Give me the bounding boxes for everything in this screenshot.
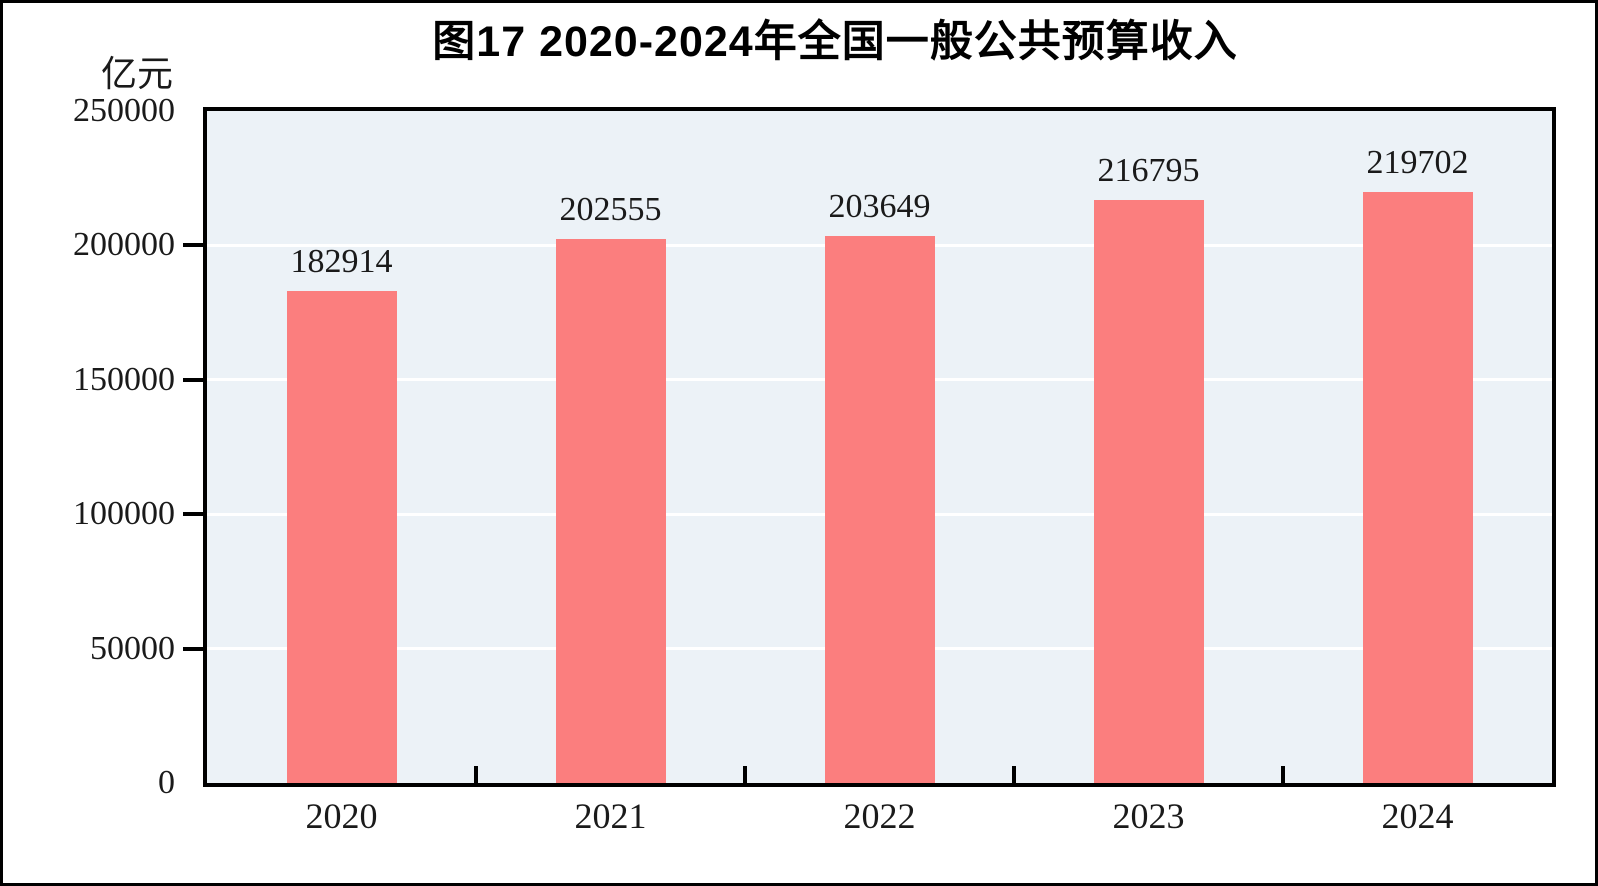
chart-title: 图17 2020-2024年全国一般公共预算收入 [432,18,1238,66]
y-axis-tick [183,377,205,382]
plot-inner: 182914 202555 203649 216795 219702 [207,111,1552,783]
y-axis-tick-label: 250000 [73,92,175,129]
x-axis-tick-label: 2021 [574,796,647,836]
x-axis-tick [743,766,747,783]
y-axis-tick [183,646,205,651]
x-axis-tick-label: 2020 [305,796,378,836]
x-axis-tick [474,766,478,783]
x-axis-tick-label: 2024 [1381,796,1454,836]
x-axis-tick [1012,766,1016,783]
y-axis-tick [183,243,205,248]
y-axis-tick-label: 100000 [73,495,175,533]
bar-value-label: 216795 [1097,152,1200,190]
bar [286,291,397,783]
bar [824,235,935,783]
bar-value-label: 219702 [1366,144,1469,182]
y-axis-tick-label: 150000 [73,360,175,398]
bar [1093,200,1204,783]
x-axis-labels: 2020 2021 2022 2023 2024 [207,796,1552,847]
y-axis-unit-label: 亿元 [100,53,173,94]
bar-value-label: 202555 [559,190,662,228]
bar [555,238,666,783]
y-axis-tick-label: 50000 [90,629,175,667]
bar [1362,192,1473,783]
y-axis-tick [183,512,205,517]
bar-value-label: 182914 [290,243,393,281]
plot-area: 182914 202555 203649 216795 219702 [203,107,1556,787]
bar-value-label: 203649 [828,187,931,225]
x-axis-tick-label: 2022 [843,796,916,836]
x-axis-tick-label: 2023 [1112,796,1185,836]
y-axis-tick-label: 0 [158,764,175,801]
y-axis-tick-label: 200000 [73,226,175,264]
x-axis-tick [1281,766,1285,783]
